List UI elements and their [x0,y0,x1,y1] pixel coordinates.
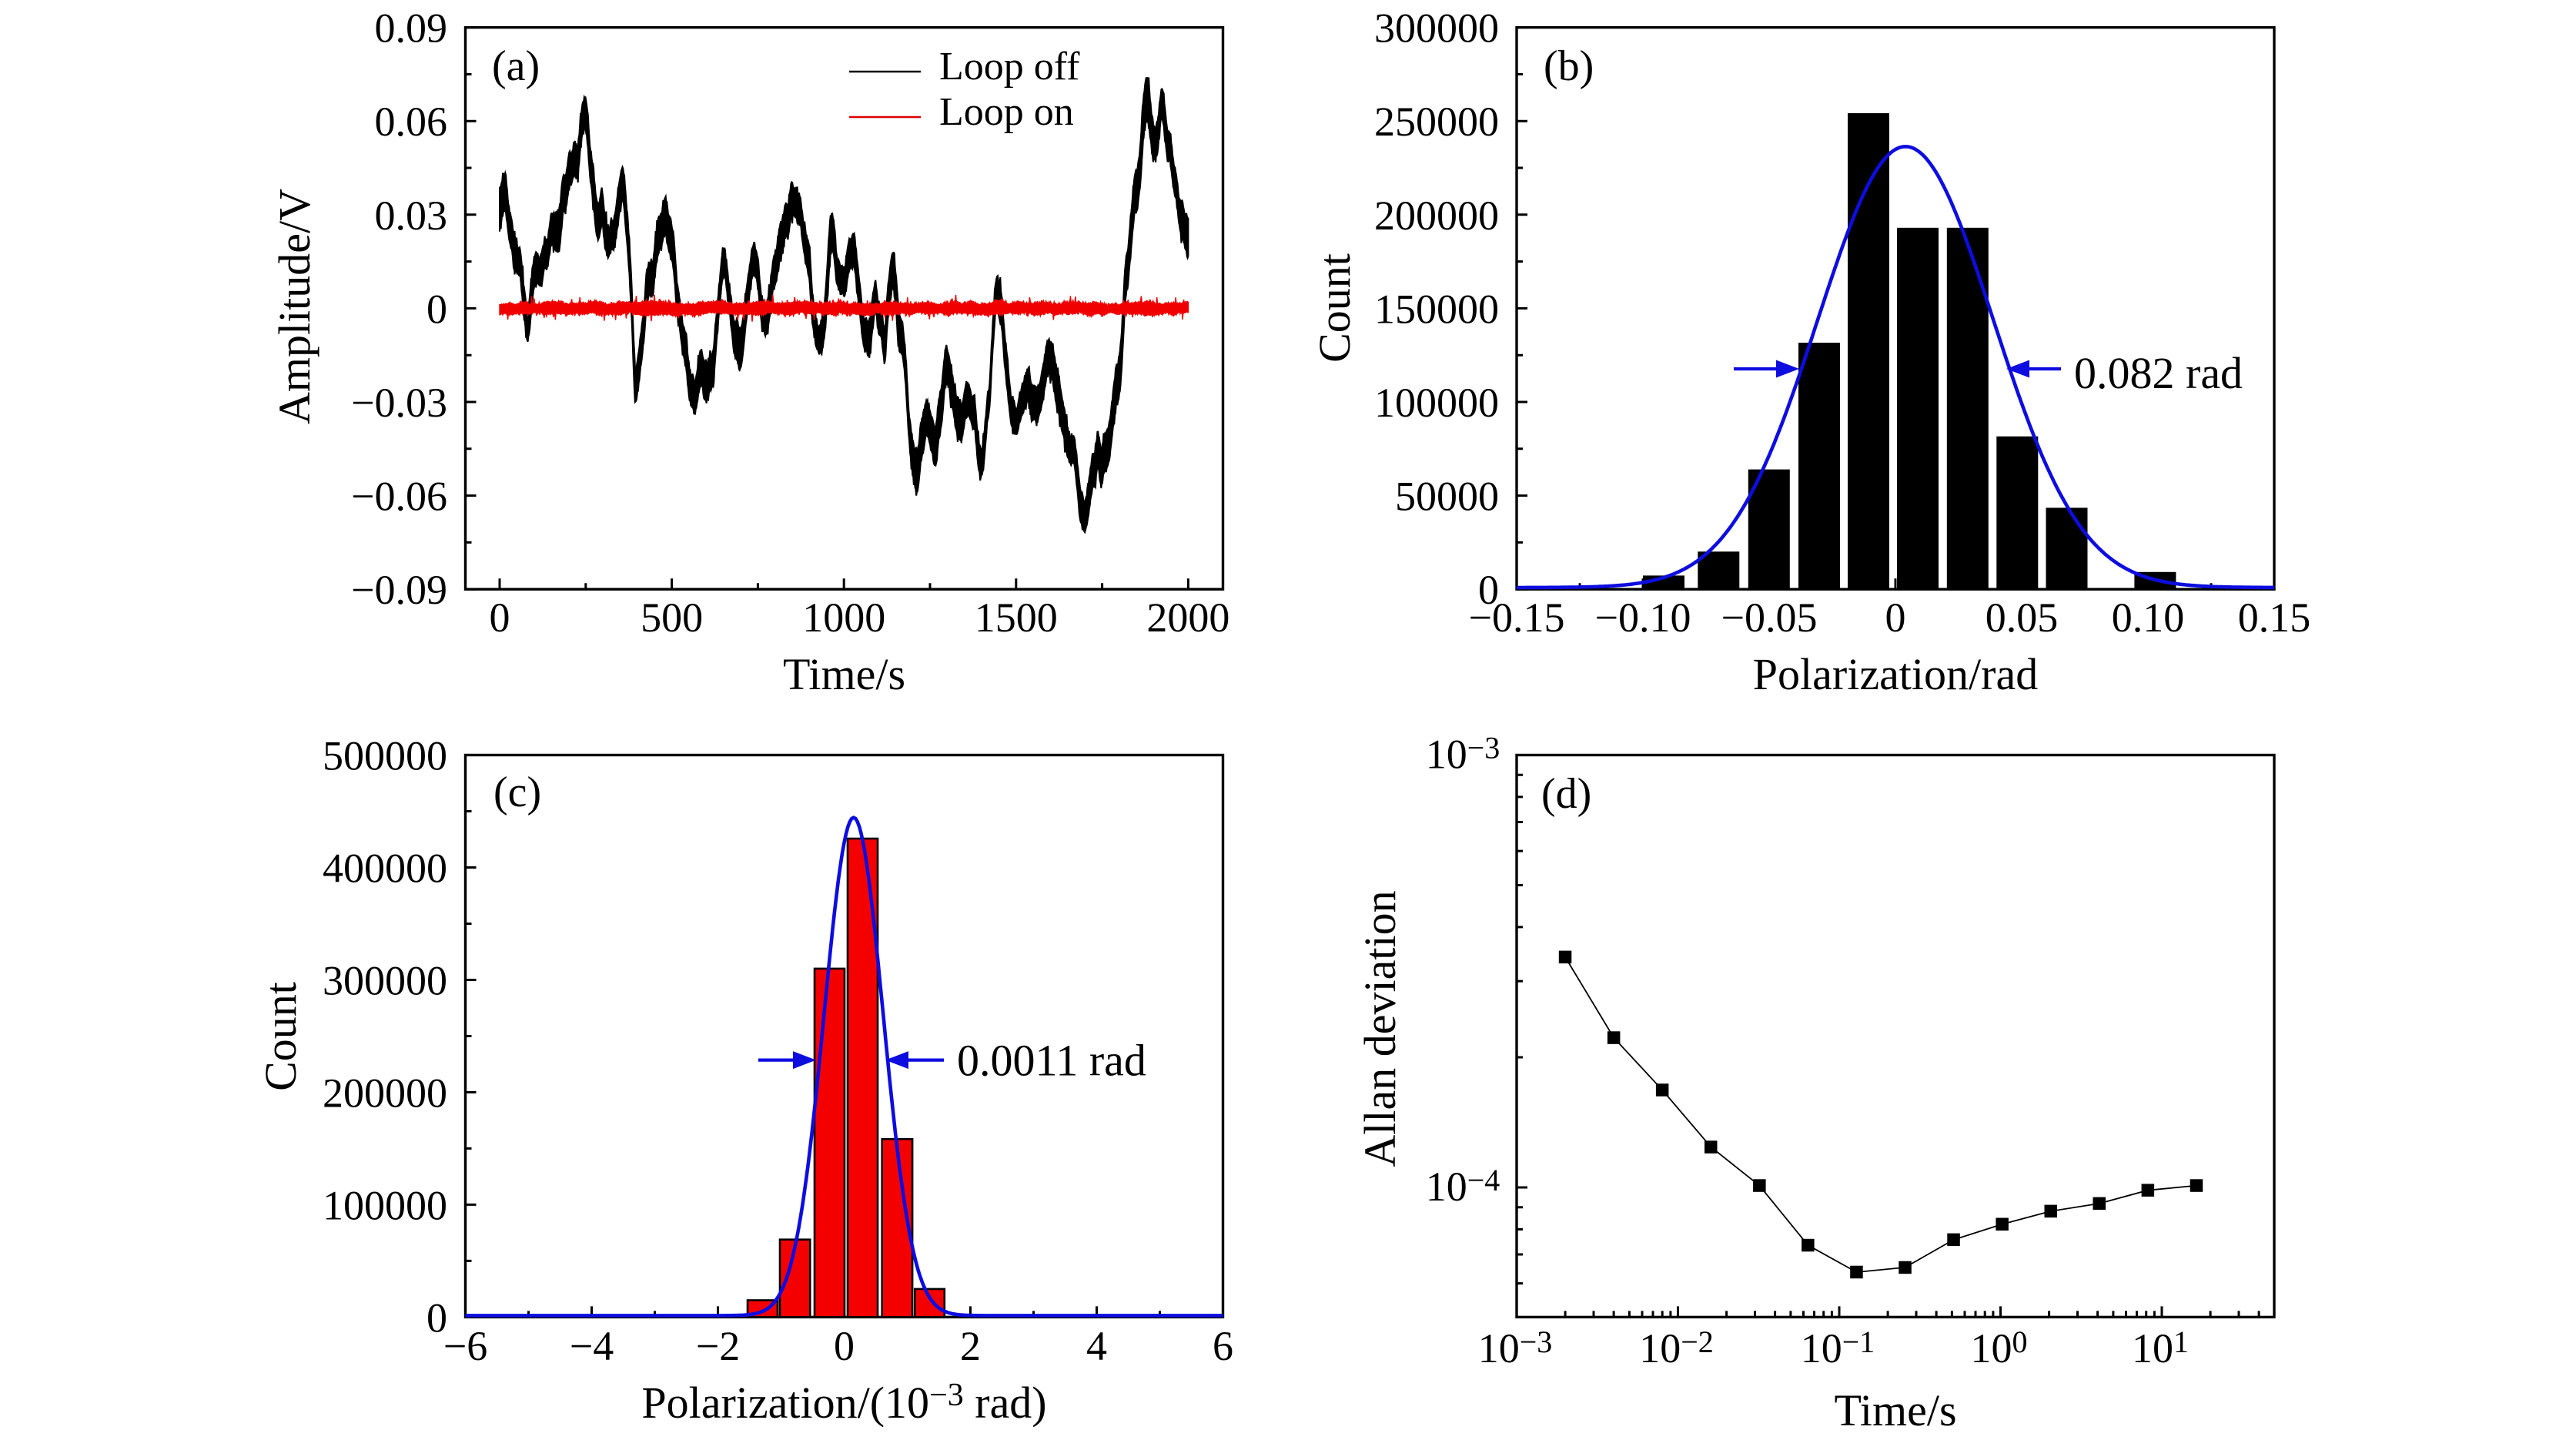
svg-text:4: 4 [1086,1323,1107,1369]
svg-text:0: 0 [834,1323,855,1369]
svg-text:500000: 500000 [323,733,447,779]
svg-text:0.03: 0.03 [375,193,448,239]
svg-text:Loop on: Loop on [939,90,1074,134]
svg-text:Time/s: Time/s [1834,1385,1956,1435]
svg-text:Loop off: Loop off [939,45,1080,89]
svg-text:0.0011 rad: 0.0011 rad [957,1036,1146,1086]
svg-text:Amplitude/V: Amplitude/V [269,189,319,424]
svg-text:100000: 100000 [323,1182,447,1228]
svg-text:1000: 1000 [802,594,885,641]
svg-text:−6: −6 [443,1323,487,1369]
svg-text:Allan deviation: Allan deviation [1355,890,1405,1167]
svg-text:−4: −4 [570,1323,614,1369]
svg-text:Count: Count [1310,253,1360,363]
svg-text:2: 2 [960,1323,981,1369]
svg-text:−0.10: −0.10 [1595,594,1691,641]
svg-text:0.05: 0.05 [1986,594,2059,641]
svg-text:2000: 2000 [1146,594,1229,641]
svg-text:0: 0 [427,286,447,332]
svg-text:Polarization/(10−3 rad): Polarization/(10−3 rad) [641,1378,1046,1428]
svg-text:(d): (d) [1541,770,1591,818]
svg-text:150000: 150000 [1374,286,1499,332]
svg-text:0.09: 0.09 [375,5,448,52]
svg-text:(a): (a) [492,42,540,90]
svg-text:300000: 300000 [323,957,447,1003]
svg-text:−0.03: −0.03 [351,380,447,426]
svg-text:10−4: 10−4 [1426,1163,1500,1210]
svg-text:0.15: 0.15 [2238,594,2311,641]
svg-text:0: 0 [1478,567,1499,613]
svg-text:Polarization/rad: Polarization/rad [1753,649,2038,699]
svg-text:200000: 200000 [323,1070,447,1116]
svg-text:0.10: 0.10 [2112,594,2185,641]
svg-text:0: 0 [427,1294,447,1341]
svg-text:100000: 100000 [1374,380,1499,426]
svg-text:(b): (b) [1544,42,1594,90]
svg-text:0.06: 0.06 [375,99,448,145]
svg-text:300000: 300000 [1374,5,1499,52]
svg-text:−0.09: −0.09 [351,567,447,613]
svg-text:−0.05: −0.05 [1721,594,1818,641]
svg-text:0: 0 [490,594,510,641]
svg-text:500: 500 [641,594,703,641]
svg-text:250000: 250000 [1374,99,1499,145]
svg-text:Count: Count [256,982,306,1091]
svg-text:50000: 50000 [1395,474,1499,520]
svg-text:6: 6 [1213,1323,1233,1369]
svg-text:Time/s: Time/s [783,649,905,699]
svg-text:200000: 200000 [1374,193,1499,239]
svg-text:−0.15: −0.15 [1469,594,1565,641]
svg-text:1500: 1500 [975,594,1058,641]
svg-text:(c): (c) [493,769,541,816]
svg-text:0.082 rad: 0.082 rad [2074,348,2243,398]
svg-text:0: 0 [1885,594,1906,641]
svg-text:400000: 400000 [323,845,447,891]
svg-text:10−3: 10−3 [1426,731,1500,778]
svg-text:−0.06: −0.06 [351,474,447,520]
svg-text:−2: −2 [696,1323,740,1369]
